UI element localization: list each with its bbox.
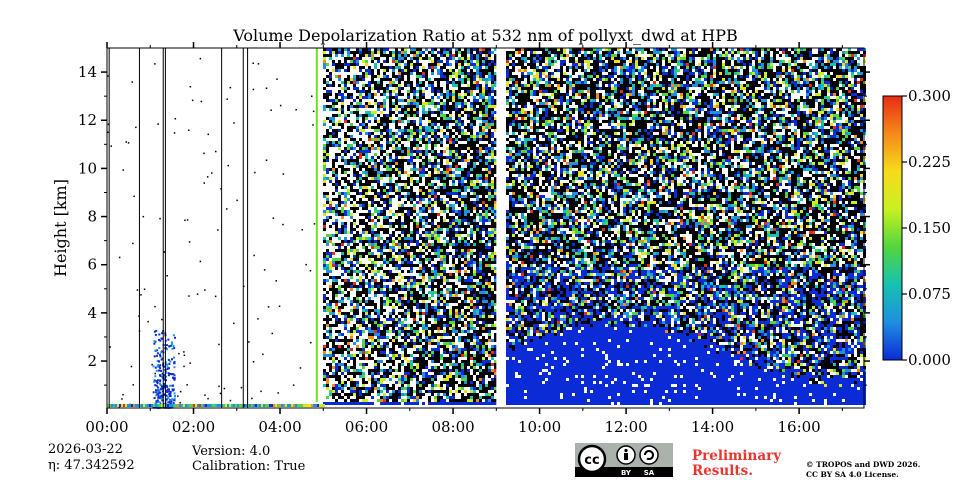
y-tick-label-3: 8 (87, 208, 97, 226)
colorbar (882, 95, 903, 361)
y-tick-label-4: 10 (78, 159, 97, 177)
depolarization-chart: Volume Depolarization Ratio at 532 nm of… (51, 26, 951, 440)
by-attribution-icon-body (624, 453, 628, 460)
x-tick-label-2: 04:00 (258, 418, 301, 436)
heatmap-layer (107, 48, 866, 409)
x-tick-label-8: 16:00 (777, 418, 820, 436)
x-tick-label-6: 12:00 (604, 418, 647, 436)
x-tick-label-1: 02:00 (172, 418, 215, 436)
sa-sharealike-icon (639, 445, 659, 465)
aerosol-layer-cells (323, 267, 866, 405)
data-gap (496, 48, 505, 408)
by-attribution-icon-head (624, 448, 628, 453)
cc-badge-bottom-bar (575, 467, 673, 477)
colorbar-tick-label-1: 0.075 (908, 285, 951, 303)
x-tick-label-3: 06:00 (345, 418, 388, 436)
colorbar-tick-label-4: 0.300 (908, 87, 951, 105)
heatmap-cells (323, 48, 866, 402)
colorbar-tick-label-0: 0.000 (908, 351, 951, 369)
chart-title: Volume Depolarization Ratio at 532 nm of… (232, 26, 738, 45)
surface-strip-cells (107, 404, 325, 407)
version-label: Version: 4.0 (192, 444, 271, 459)
y-tick-label-6: 14 (78, 63, 97, 81)
badge-by-label: BY (621, 469, 632, 477)
x-tick-label-0: 00:00 (85, 418, 128, 436)
y-tick-label-2: 6 (87, 256, 97, 274)
copyright-line-1: © TROPOS and DWD 2026. (806, 460, 921, 469)
preliminary-line-1: Preliminary (692, 448, 782, 464)
chart-marks: Volume Depolarization Ratio at 532 nm of… (51, 26, 951, 440)
x-tick-label-5: 10:00 (518, 418, 561, 436)
x-tick-label-4: 08:00 (431, 418, 474, 436)
y-tick-label-0: 2 (87, 352, 97, 370)
copyright-note: © TROPOS and DWD 2026. CC BY SA 4.0 Lice… (806, 460, 920, 480)
copyright-line-2: CC BY SA 4.0 License. (806, 470, 899, 479)
preliminary-results-note: Preliminary Results. (692, 449, 781, 479)
sa-sharealike-icon-arrow (644, 450, 654, 461)
date-label: 2026-03-22 (48, 442, 123, 457)
cc-license-badge[interactable]: cc BY SA (575, 443, 673, 477)
cc-logo-icon (577, 444, 607, 474)
colorbar-tick-label-3: 0.225 (908, 153, 951, 171)
preliminary-line-2: Results. (692, 463, 753, 479)
eta-label: η: 47.342592 (48, 458, 135, 473)
y-axis-label: Height [km] (51, 179, 70, 277)
cc-logo-icon-text: cc (584, 453, 599, 468)
colorbar-tick-label-2: 0.150 (908, 219, 951, 237)
x-axis-label: Time [UTC] (336, 438, 430, 440)
y-tick-label-5: 12 (78, 111, 97, 129)
x-tick-label-7: 14:00 (691, 418, 734, 436)
plot-frame (106, 47, 865, 409)
calibration-label: Calibration: True (192, 459, 306, 474)
y-tick-label-1: 4 (87, 304, 97, 322)
badge-sa-label: SA (644, 469, 655, 477)
